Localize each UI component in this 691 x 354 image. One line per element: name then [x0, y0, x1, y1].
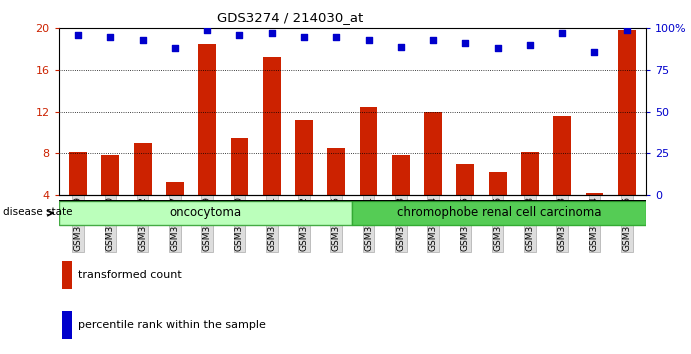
Point [589, 49, 600, 55]
Bar [553, 116, 571, 195]
Bar [166, 182, 184, 195]
Point [266, 30, 277, 36]
Text: transformed count: transformed count [78, 270, 182, 280]
Point [73, 32, 84, 38]
Text: disease state: disease state [3, 207, 73, 217]
Point [234, 32, 245, 38]
Bar [263, 57, 281, 195]
Point [428, 37, 439, 43]
Point [331, 34, 342, 40]
Point [299, 34, 310, 40]
Bar [102, 155, 120, 195]
Point [105, 34, 116, 40]
Bar [328, 148, 345, 195]
Bar [231, 137, 248, 195]
FancyBboxPatch shape [352, 201, 646, 225]
Point [492, 45, 503, 51]
Text: GDS3274 / 214030_at: GDS3274 / 214030_at [217, 11, 363, 24]
Text: percentile rank within the sample: percentile rank within the sample [78, 320, 266, 330]
Text: chromophobe renal cell carcinoma: chromophobe renal cell carcinoma [397, 206, 601, 219]
Bar [585, 193, 603, 195]
Bar [69, 152, 87, 195]
Point [137, 37, 148, 43]
Point [621, 27, 632, 33]
Bar [360, 107, 377, 195]
Bar [392, 155, 410, 195]
Bar [489, 172, 507, 195]
FancyBboxPatch shape [59, 201, 352, 225]
Point [524, 42, 536, 48]
Point [557, 30, 568, 36]
Bar [618, 30, 636, 195]
Point [202, 27, 213, 33]
Bar [62, 261, 72, 289]
Point [363, 37, 374, 43]
Point [169, 45, 180, 51]
Text: oncocytoma: oncocytoma [169, 206, 242, 219]
Bar [198, 44, 216, 195]
Bar [424, 112, 442, 195]
Bar [521, 152, 539, 195]
Bar [457, 164, 474, 195]
Bar [295, 120, 313, 195]
Bar [134, 143, 151, 195]
Bar [62, 311, 72, 338]
Point [460, 40, 471, 46]
Point [395, 44, 406, 50]
